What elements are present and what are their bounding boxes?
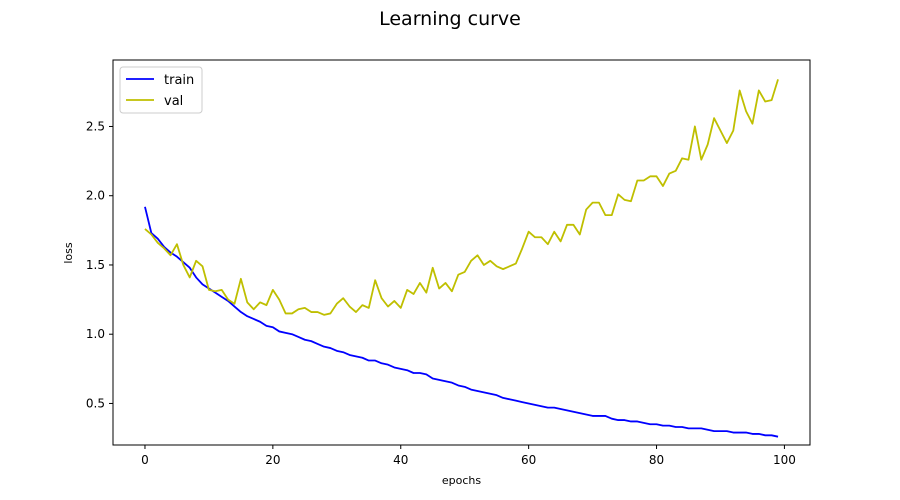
series-line-train	[144, 206, 779, 438]
x-axis-ticks: 0 20 40 60 80 100	[141, 445, 796, 467]
y-axis-label: loss	[62, 242, 75, 264]
y-tick-label: 2.0	[86, 189, 105, 203]
x-tick-label: 40	[393, 453, 408, 467]
series-line-val	[144, 79, 779, 316]
x-tick-label: 20	[265, 453, 280, 467]
x-tick-label: 60	[521, 453, 536, 467]
legend-label-train: train	[164, 73, 194, 88]
x-tick-label: 100	[773, 453, 796, 467]
x-tick-label: 80	[649, 453, 664, 467]
y-tick-label: 2.5	[86, 119, 105, 133]
series-lines	[144, 79, 779, 438]
x-tick-label: 0	[141, 453, 149, 467]
plot-area	[112, 59, 811, 446]
y-axis-ticks: 0.5 1.0 1.5 2.0 2.5	[86, 119, 113, 410]
chart-title: Learning curve	[379, 8, 521, 30]
legend-label-val: val	[164, 94, 183, 109]
y-tick-label: 0.5	[86, 396, 105, 410]
legend: train val	[119, 66, 203, 114]
y-tick-label: 1.0	[86, 327, 105, 341]
y-tick-label: 1.5	[86, 258, 105, 272]
x-axis-label: epochs	[442, 474, 481, 487]
